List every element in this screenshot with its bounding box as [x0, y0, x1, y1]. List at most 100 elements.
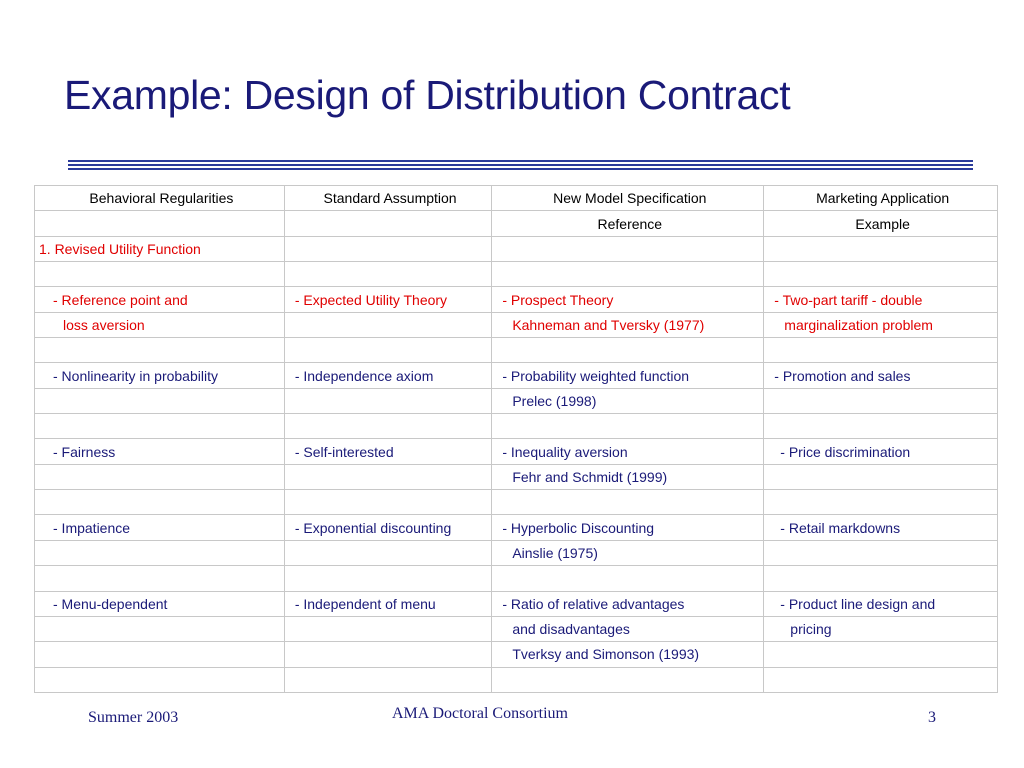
table-cell: [34, 387, 285, 415]
header-cell: [34, 210, 285, 237]
header-cell: Standard Assumption: [283, 184, 493, 212]
table-cell: [491, 235, 765, 263]
table-cell: [491, 413, 765, 440]
table-cell: [283, 489, 493, 516]
table-row: [34, 565, 998, 592]
table-cell: [34, 666, 285, 693]
footer-event: AMA Doctoral Consortium: [392, 705, 568, 722]
table-cell: - Product line design and: [763, 590, 998, 617]
table-cell: - Expected Utility Theory: [283, 286, 493, 313]
comparison-table: Behavioral Regularities Standard Assumpt…: [34, 184, 998, 693]
header-cell: Reference: [491, 210, 765, 237]
table-cell: [763, 539, 998, 567]
header-cell: Marketing Application: [763, 184, 998, 212]
table-row: [34, 261, 998, 288]
header-cell: [283, 210, 493, 237]
table-cell: [34, 615, 285, 643]
header-cell: Behavioral Regularities: [34, 184, 285, 212]
title-divider: [68, 160, 973, 172]
table-cell: [491, 337, 765, 364]
table-cell: [283, 666, 493, 693]
table-cell: [283, 311, 493, 339]
table-cell: - Impatience: [34, 514, 285, 541]
table-cell: [283, 337, 493, 364]
table-cell: [491, 565, 765, 592]
table-cell: [763, 489, 998, 516]
table-row: - Fairness - Self-interested - Inequalit…: [34, 438, 998, 465]
slide-title: Example: Design of Distribution Contract: [64, 72, 791, 118]
table-cell: [283, 565, 493, 592]
table-cell: - Hyperbolic Discounting: [491, 514, 765, 541]
table-cell: [283, 413, 493, 440]
table-row: and disadvantages pricing: [34, 615, 998, 643]
table-cell: [34, 641, 285, 668]
table-cell: - Price discrimination: [763, 438, 998, 465]
divider-line-middle: [68, 164, 973, 166]
table-cell: Fehr and Schmidt (1999): [491, 463, 765, 491]
table-row: Tverksy and Simonson (1993): [34, 641, 998, 668]
table-cell: Prelec (1998): [491, 387, 765, 415]
divider-line-bottom: [68, 168, 973, 170]
table-cell: - Independence axiom: [283, 362, 493, 389]
table-cell: [491, 261, 765, 288]
table-cell: - Prospect Theory: [491, 286, 765, 313]
footer-page-number: 3: [928, 709, 936, 726]
table-row: Ainslie (1975): [34, 539, 998, 567]
table-cell: [763, 666, 998, 693]
table-cell: [491, 489, 765, 516]
table-cell: [763, 565, 998, 592]
table-cell: [283, 641, 493, 668]
table-cell: [763, 261, 998, 288]
table-row: [34, 337, 998, 364]
table-row: - Impatience - Exponential discounting -…: [34, 514, 998, 541]
table-cell: Kahneman and Tversky (1977): [491, 311, 765, 339]
table-cell: loss aversion: [34, 311, 285, 339]
table-cell: - Exponential discounting: [283, 514, 493, 541]
table-cell: and disadvantages: [491, 615, 765, 643]
table-row: [34, 666, 998, 693]
header-cell: New Model Specification: [491, 184, 765, 212]
table-cell: [763, 337, 998, 364]
table-cell: - Ratio of relative advantages: [491, 590, 765, 617]
table-cell: - Self-interested: [283, 438, 493, 465]
table-row: - Nonlinearity in probability - Independ…: [34, 362, 998, 389]
header-cell: Example: [763, 210, 998, 237]
table-cell: [283, 235, 493, 263]
table-cell: [491, 666, 765, 693]
table-cell: - Promotion and sales: [763, 362, 998, 389]
table-cell: [283, 387, 493, 415]
table-cell: marginalization problem: [763, 311, 998, 339]
table-cell: [34, 539, 285, 567]
table-cell: [283, 463, 493, 491]
table-header-row: Behavioral Regularities Standard Assumpt…: [34, 184, 998, 212]
table-cell: [283, 261, 493, 288]
table-cell: - Retail markdowns: [763, 514, 998, 541]
table-row: Fehr and Schmidt (1999): [34, 463, 998, 491]
table-cell: Tverksy and Simonson (1993): [491, 641, 765, 668]
table-cell: [763, 387, 998, 415]
table-row: - Menu-dependent - Independent of menu -…: [34, 590, 998, 617]
table-cell: [34, 565, 285, 592]
table-row: [34, 413, 998, 440]
table-header-row: Reference Example: [34, 210, 998, 237]
table-cell: - Independent of menu: [283, 590, 493, 617]
table-cell: [34, 413, 285, 440]
table-row: loss aversion Kahneman and Tversky (1977…: [34, 311, 998, 339]
table-cell: - Fairness: [34, 438, 285, 465]
table-cell: [34, 489, 285, 516]
table-cell: [763, 463, 998, 491]
table-cell: - Probability weighted function: [491, 362, 765, 389]
table-cell: [34, 337, 285, 364]
table-cell: - Menu-dependent: [34, 590, 285, 617]
table-cell: - Nonlinearity in probability: [34, 362, 285, 389]
table-cell: pricing: [763, 615, 998, 643]
table-row: Prelec (1998): [34, 387, 998, 415]
divider-line-top: [68, 160, 973, 162]
comparison-table-container: Behavioral Regularities Standard Assumpt…: [34, 184, 998, 693]
table-cell: [283, 615, 493, 643]
table-cell: [763, 641, 998, 668]
table-cell: [763, 413, 998, 440]
table-cell: [763, 235, 998, 263]
table-cell: - Reference point and: [34, 286, 285, 313]
